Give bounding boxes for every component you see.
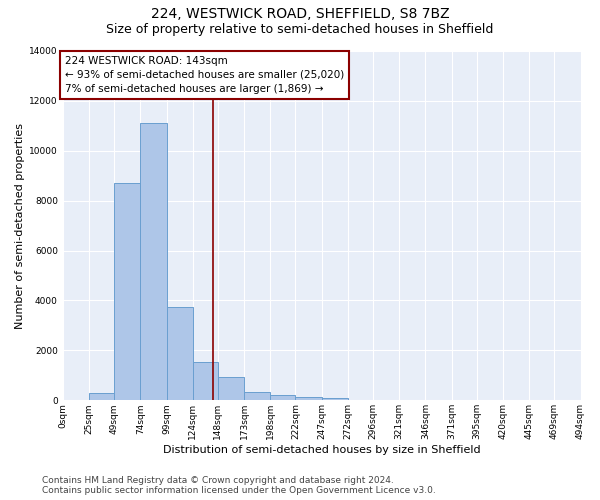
Y-axis label: Number of semi-detached properties: Number of semi-detached properties [15, 122, 25, 328]
Bar [322, 398, 348, 400]
Bar [89, 393, 114, 400]
Bar [218, 376, 244, 400]
X-axis label: Distribution of semi-detached houses by size in Sheffield: Distribution of semi-detached houses by … [163, 445, 481, 455]
Bar [193, 362, 218, 401]
Text: 224, WESTWICK ROAD, SHEFFIELD, S8 7BZ: 224, WESTWICK ROAD, SHEFFIELD, S8 7BZ [151, 8, 449, 22]
Bar [270, 396, 295, 400]
Bar [114, 183, 140, 400]
Text: 224 WESTWICK ROAD: 143sqm
← 93% of semi-detached houses are smaller (25,020)
7% : 224 WESTWICK ROAD: 143sqm ← 93% of semi-… [65, 56, 344, 94]
Bar [167, 306, 193, 400]
Text: Size of property relative to semi-detached houses in Sheffield: Size of property relative to semi-detach… [106, 22, 494, 36]
Text: Contains HM Land Registry data © Crown copyright and database right 2024.
Contai: Contains HM Land Registry data © Crown c… [42, 476, 436, 495]
Bar [140, 124, 167, 400]
Bar [295, 397, 322, 400]
Bar [244, 392, 270, 400]
